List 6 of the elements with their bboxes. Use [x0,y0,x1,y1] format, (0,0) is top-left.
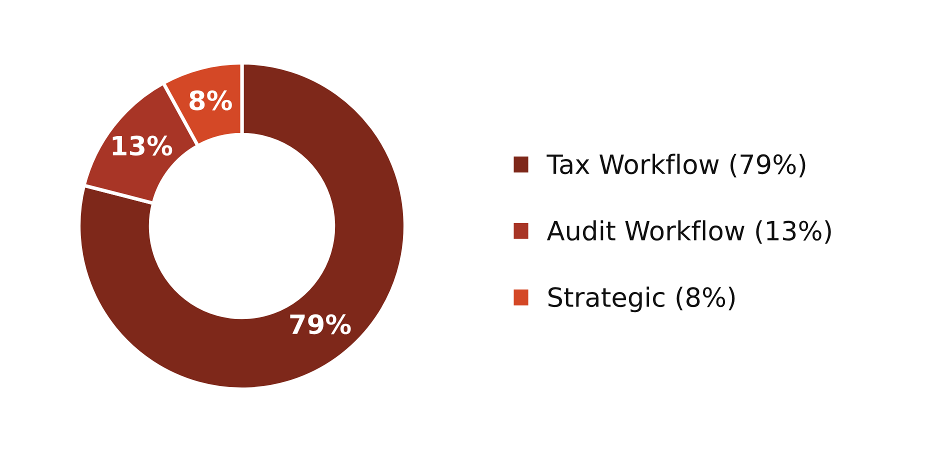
legend-label: Audit Workflow (13%) [546,220,831,244]
data-label: 13% [112,136,172,156]
data-label: 79% [290,314,351,334]
legend-label: Strategic (8%) [548,286,735,312]
legend-label: Tax Workflow (79%) [546,154,806,178]
data-label: 8% [190,90,232,110]
